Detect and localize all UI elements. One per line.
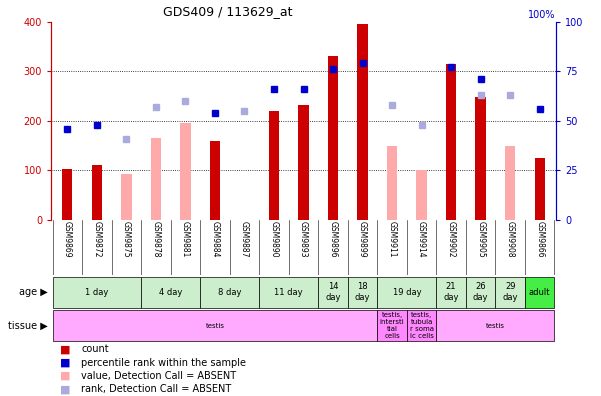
Text: 1 day: 1 day <box>85 287 109 297</box>
Bar <box>446 64 456 220</box>
Bar <box>505 145 515 220</box>
Bar <box>436 310 555 341</box>
Bar <box>377 276 436 308</box>
Text: value, Detection Call = ABSENT: value, Detection Call = ABSENT <box>81 371 236 381</box>
Text: 4 day: 4 day <box>159 287 182 297</box>
Bar <box>298 105 309 220</box>
Text: tissue ▶: tissue ▶ <box>8 321 48 331</box>
Text: GSM9899: GSM9899 <box>358 221 367 257</box>
Text: count: count <box>81 344 109 354</box>
Bar <box>475 97 486 220</box>
Bar <box>269 111 279 220</box>
Text: GSM9881: GSM9881 <box>181 221 190 257</box>
Bar <box>151 138 161 220</box>
Text: testis,
tubula
r soma
ic cells: testis, tubula r soma ic cells <box>410 312 433 339</box>
Bar <box>377 310 407 341</box>
Bar <box>358 24 368 220</box>
Bar <box>495 276 525 308</box>
Text: GSM9908: GSM9908 <box>505 221 514 257</box>
Text: GSM9872: GSM9872 <box>93 221 102 257</box>
Text: age ▶: age ▶ <box>19 287 48 297</box>
Bar <box>348 276 377 308</box>
Bar <box>180 123 191 220</box>
Text: GSM9893: GSM9893 <box>299 221 308 257</box>
Bar <box>52 310 377 341</box>
Text: ■: ■ <box>60 344 70 354</box>
Text: GSM9890: GSM9890 <box>269 221 278 257</box>
Text: percentile rank within the sample: percentile rank within the sample <box>81 358 246 367</box>
Bar <box>121 174 132 220</box>
Text: GSM9914: GSM9914 <box>417 221 426 257</box>
Text: rank, Detection Call = ABSENT: rank, Detection Call = ABSENT <box>81 384 231 394</box>
Text: 8 day: 8 day <box>218 287 242 297</box>
Text: 21
day: 21 day <box>444 282 459 302</box>
Bar <box>466 276 495 308</box>
Text: 14
day: 14 day <box>325 282 341 302</box>
Bar <box>52 276 141 308</box>
Bar <box>200 276 259 308</box>
Text: GSM9887: GSM9887 <box>240 221 249 257</box>
Bar <box>62 169 73 220</box>
Text: GSM9866: GSM9866 <box>535 221 544 257</box>
Bar <box>210 141 220 220</box>
Text: 100%: 100% <box>528 10 556 20</box>
Bar <box>407 310 436 341</box>
Text: 18
day: 18 day <box>355 282 370 302</box>
Text: GDS409 / 113629_at: GDS409 / 113629_at <box>163 5 293 18</box>
Text: testis: testis <box>486 323 505 329</box>
Bar <box>141 276 200 308</box>
Text: ■: ■ <box>60 384 70 394</box>
Bar <box>319 276 348 308</box>
Bar <box>387 145 397 220</box>
Bar <box>436 276 466 308</box>
Text: ■: ■ <box>60 371 70 381</box>
Bar <box>259 276 319 308</box>
Text: GSM9878: GSM9878 <box>151 221 160 257</box>
Text: GSM9875: GSM9875 <box>122 221 131 257</box>
Text: 19 day: 19 day <box>392 287 421 297</box>
Text: GSM9905: GSM9905 <box>476 221 485 258</box>
Bar <box>525 276 555 308</box>
Text: ■: ■ <box>60 358 70 367</box>
Bar <box>92 165 102 220</box>
Text: testis: testis <box>206 323 224 329</box>
Text: GSM9884: GSM9884 <box>210 221 219 257</box>
Text: GSM9902: GSM9902 <box>447 221 456 257</box>
Text: adult: adult <box>529 287 551 297</box>
Bar <box>328 56 338 220</box>
Bar <box>534 158 545 220</box>
Bar <box>416 170 427 220</box>
Text: 11 day: 11 day <box>275 287 303 297</box>
Text: 26
day: 26 day <box>473 282 489 302</box>
Text: 29
day: 29 day <box>502 282 518 302</box>
Text: GSM9896: GSM9896 <box>329 221 338 257</box>
Text: testis,
intersti
tial
cells: testis, intersti tial cells <box>380 312 404 339</box>
Text: GSM9869: GSM9869 <box>63 221 72 257</box>
Text: GSM9911: GSM9911 <box>388 221 397 257</box>
